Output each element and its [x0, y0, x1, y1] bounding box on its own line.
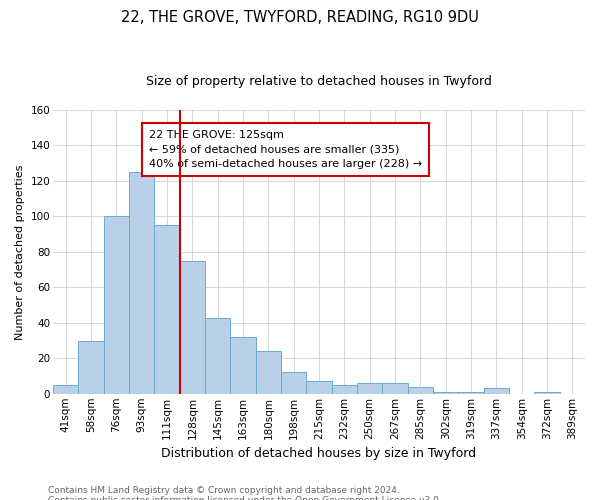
Y-axis label: Number of detached properties: Number of detached properties [15, 164, 25, 340]
X-axis label: Distribution of detached houses by size in Twyford: Distribution of detached houses by size … [161, 447, 476, 460]
Bar [307, 382, 332, 394]
Bar [332, 385, 357, 394]
Text: Contains HM Land Registry data © Crown copyright and database right 2024.: Contains HM Land Registry data © Crown c… [48, 486, 400, 495]
Text: 22 THE GROVE: 125sqm
← 59% of detached houses are smaller (335)
40% of semi-deta: 22 THE GROVE: 125sqm ← 59% of detached h… [149, 130, 422, 170]
Bar [205, 318, 230, 394]
Bar [357, 383, 382, 394]
Bar [180, 260, 205, 394]
Bar [129, 172, 154, 394]
Bar [154, 226, 180, 394]
Bar [433, 392, 458, 394]
Bar [230, 337, 256, 394]
Bar [535, 392, 560, 394]
Bar [484, 388, 509, 394]
Bar [79, 340, 104, 394]
Bar [104, 216, 129, 394]
Title: Size of property relative to detached houses in Twyford: Size of property relative to detached ho… [146, 75, 492, 88]
Bar [256, 351, 281, 394]
Bar [281, 372, 307, 394]
Bar [458, 392, 484, 394]
Bar [407, 386, 433, 394]
Text: 22, THE GROVE, TWYFORD, READING, RG10 9DU: 22, THE GROVE, TWYFORD, READING, RG10 9D… [121, 10, 479, 25]
Bar [53, 385, 79, 394]
Text: Contains public sector information licensed under the Open Government Licence v3: Contains public sector information licen… [48, 496, 442, 500]
Bar [382, 383, 407, 394]
